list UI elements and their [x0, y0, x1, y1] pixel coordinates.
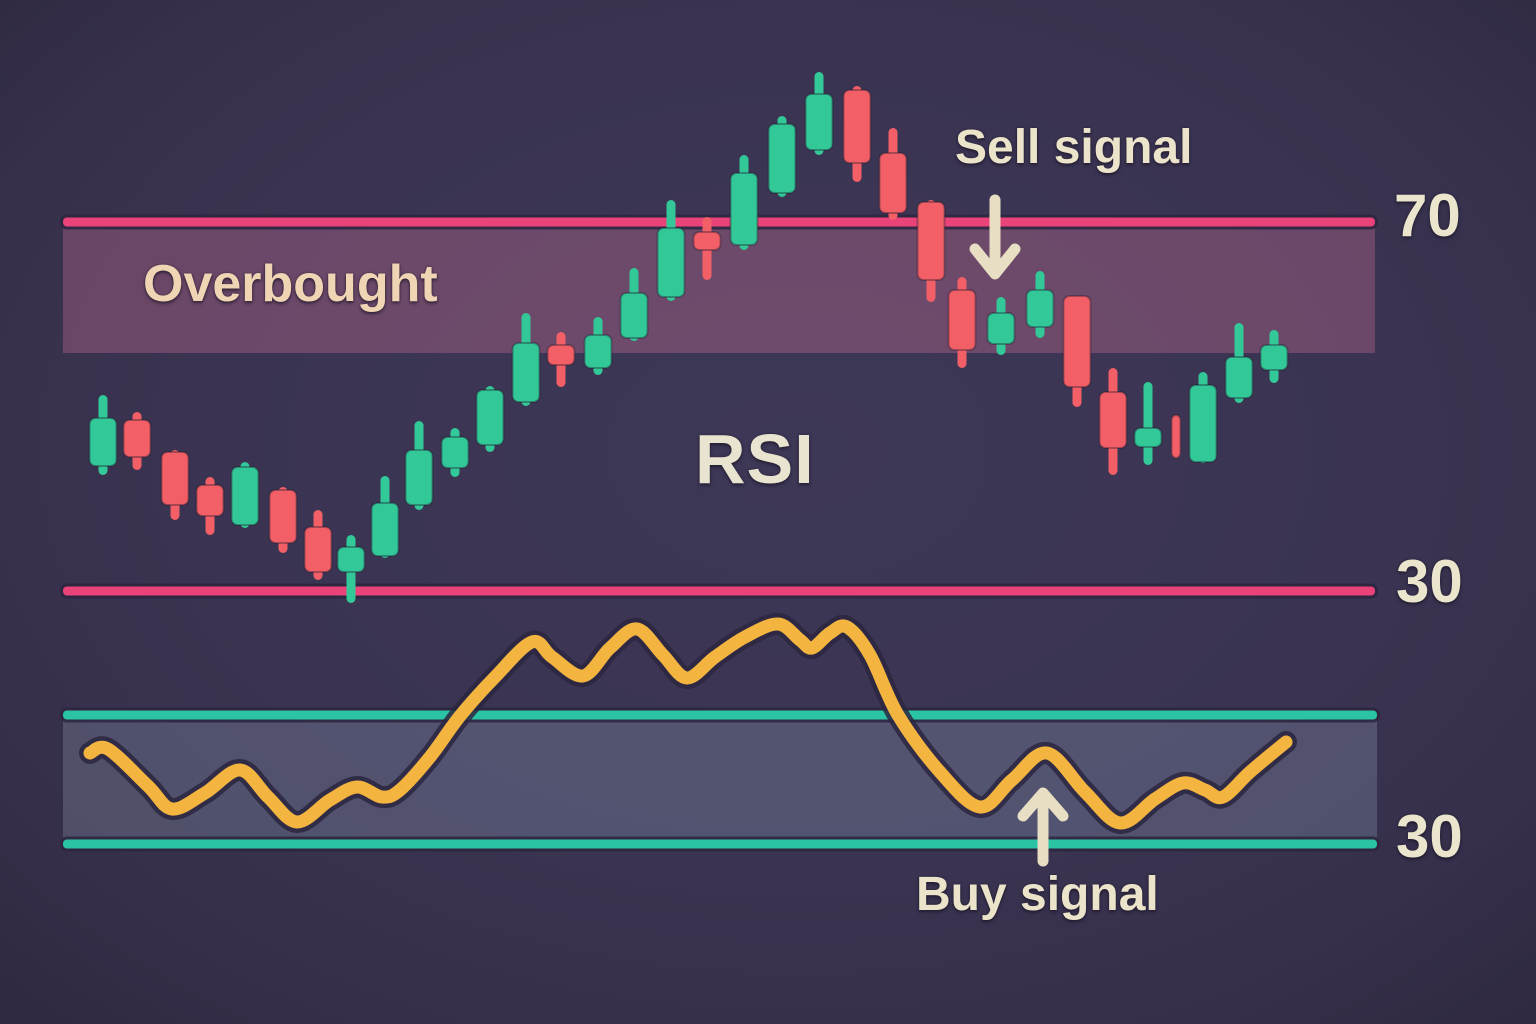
level-30-rsi-label: 30 — [1396, 803, 1463, 870]
candle-down — [1098, 368, 1128, 475]
candle-up — [1133, 382, 1163, 465]
sell-arrow-icon — [969, 194, 1021, 280]
candle-up — [88, 395, 118, 475]
candle-down — [878, 128, 908, 220]
level-70-label: 70 — [1394, 182, 1461, 249]
candle-down — [1062, 295, 1092, 407]
rsi-upper-band-line — [60, 707, 1380, 723]
buy-arrow-icon — [1017, 787, 1069, 867]
candle-down — [947, 277, 977, 368]
candlestick-series — [88, 72, 1289, 603]
level-30-price-label: 30 — [1396, 548, 1463, 615]
candle-down — [916, 200, 946, 302]
candle-up — [370, 476, 400, 558]
candle-up — [511, 313, 541, 406]
rsi-lower-band-line — [60, 836, 1380, 852]
candle-down — [546, 332, 576, 387]
candle-down — [303, 510, 333, 580]
candle-up — [440, 428, 470, 477]
rsi-line — [83, 617, 1293, 830]
candle-up — [1188, 372, 1218, 463]
candle-up — [336, 535, 366, 603]
sell-signal-label: Sell signal — [955, 121, 1193, 174]
buy-signal-label: Buy signal — [916, 868, 1159, 921]
level-line-70 — [60, 214, 1378, 230]
overbought-zone-label: Overbought — [143, 255, 438, 313]
level-line-30 — [60, 583, 1378, 599]
candle-down — [842, 86, 872, 182]
candle-up — [475, 386, 505, 452]
candle-up — [986, 297, 1016, 355]
candle-up — [656, 200, 686, 301]
candle-up — [1025, 271, 1055, 338]
rsi-title: RSI — [695, 420, 815, 498]
candle-up — [729, 155, 759, 250]
candle-up — [404, 421, 434, 510]
candle-up — [1259, 330, 1289, 383]
candle-up — [1224, 323, 1254, 403]
candle-down — [195, 477, 225, 535]
candle-up — [767, 116, 797, 197]
candle-up — [619, 268, 649, 341]
candle-down — [160, 450, 190, 520]
candle-up — [583, 317, 613, 375]
candle-down — [122, 412, 152, 470]
candle-up — [230, 462, 260, 528]
candle-down — [1170, 414, 1182, 459]
candle-up — [804, 72, 834, 155]
candle-down — [692, 217, 722, 280]
candle-down — [268, 487, 298, 553]
